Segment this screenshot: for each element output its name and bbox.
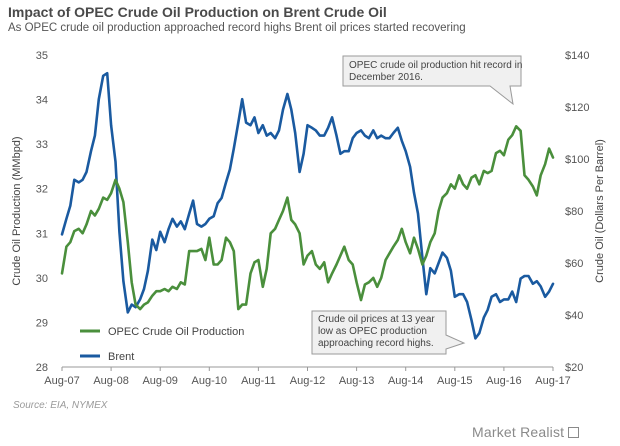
annotation-low-text: Crude oil prices at 13 year [318,314,435,325]
chart-legend: OPEC Crude Oil Production Brent [80,326,244,363]
y-left-tick-label: 29 [36,317,48,329]
x-tick-label: Aug-10 [192,375,227,387]
chart-series [60,71,555,340]
y-left-tick-label: 32 [36,184,48,196]
y-left-tick-label: 33 [36,139,48,151]
source-note: Source: EIA, NYMEX [13,400,108,411]
annotation-low-text: low as OPEC production [318,326,427,337]
y-right-tick-label: $20 [565,362,583,374]
x-tick-label: Aug-14 [388,375,423,387]
chart-annotations: OPEC crude oil production hit record inD… [311,55,522,355]
x-tick-label: Aug-12 [290,375,325,387]
x-tick-label: Aug-07 [44,375,79,387]
y-right-tick-label: $40 [565,310,583,322]
y-right-tick-label: $100 [565,154,589,166]
chart-title: Impact of OPEC Crude Oil Production on B… [8,4,387,20]
annotation-record-callout [342,55,522,106]
y-left-axis-title: Crude Oil Production (MMbpd) [11,136,23,285]
x-tick-label: Aug-15 [437,375,472,387]
x-tick-label: Aug-11 [241,375,276,387]
y-right-tick-label: $140 [565,50,589,62]
y-right-tick-label: $120 [565,102,589,114]
y-left-tick-label: 30 [36,273,48,285]
market-realist-logo: Market Realist [472,424,580,440]
annotation-low-text: approaching record highs. [318,338,434,349]
y-right-axis-title: Crude Oil (Dollars Per Barrel) [594,139,606,283]
chart-axes: Aug-07 Aug-08 Aug-09 Aug-10 Aug-11 Aug-12 Aug-… [11,50,606,387]
legend-brent-label: Brent [108,351,134,363]
opec-production-line [60,125,555,311]
y-left-tick-label: 34 [36,95,48,107]
x-tick-label: Aug-08 [93,375,128,387]
y-left-tick-label: 31 [36,228,48,240]
legend-opec-label: OPEC Crude Oil Production [108,326,244,338]
x-tick-label: Aug-09 [142,375,177,387]
x-tick-label: Aug-13 [339,375,374,387]
y-left-tick-label: 28 [36,362,48,374]
y-left-tick-label: 35 [36,50,48,62]
logo-box-icon [568,426,580,438]
brent-price-line [60,71,555,340]
y-right-tick-label: $80 [565,206,583,218]
chart-subtitle: As OPEC crude oil production approached … [8,22,466,34]
annotation-record-text: December 2016. [349,72,423,83]
annotation-low-callout [311,310,466,355]
x-tick-label: Aug-16 [486,375,521,387]
annotation-record-text: OPEC crude oil production hit record in [349,60,522,71]
y-right-tick-label: $60 [565,258,583,270]
logo-text: Market Realist [472,424,565,440]
x-tick-label: Aug-17 [535,375,570,387]
